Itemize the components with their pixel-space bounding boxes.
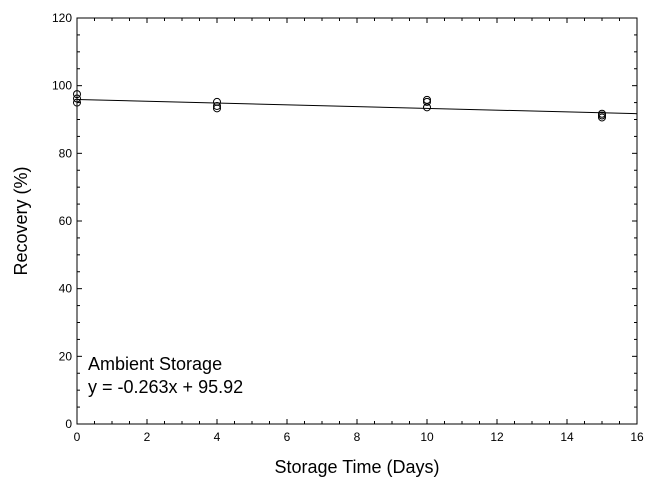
x-tick-label: 0: [74, 430, 81, 444]
data-point: [73, 98, 81, 107]
y-tick-label: 0: [65, 417, 72, 431]
x-tick-label: 14: [560, 430, 574, 444]
annotation-series-label: Ambient Storage: [88, 354, 222, 374]
x-tick-label: 8: [354, 430, 361, 444]
y-tick-label: 60: [59, 214, 73, 228]
fit-line-group: [76, 98, 638, 115]
x-tick-label: 10: [420, 430, 434, 444]
data-point: [423, 97, 431, 106]
y-tick-label: 100: [52, 79, 72, 93]
y-tick-label: 80: [59, 146, 73, 160]
data-point: [73, 94, 81, 103]
data-point: [213, 101, 221, 110]
x-tick-label: 12: [490, 430, 504, 444]
x-tick-label: 4: [214, 430, 221, 444]
regression-line: [76, 98, 638, 115]
data-point: [213, 97, 221, 106]
y-tick-label: 120: [52, 11, 72, 25]
y-tick-label: 40: [59, 282, 73, 296]
x-axis-title: Storage Time (Days): [274, 457, 439, 477]
x-tick-label: 16: [630, 430, 644, 444]
x-axis-ticks: 0 2 4 6 8 10 12 14 16: [74, 18, 644, 444]
data-point: [598, 111, 606, 120]
data-point: [73, 90, 81, 99]
y-tick-label: 20: [59, 349, 73, 363]
annotation-regression-equation: y = -0.263x + 95.92: [88, 377, 243, 397]
y-axis-title: Recovery (%): [11, 166, 31, 275]
x-tick-label: 6: [284, 430, 291, 444]
y-axis-ticks: 0 20 40 60 80 100 120: [52, 11, 637, 431]
data-points-group: [73, 90, 606, 122]
data-point: [213, 104, 221, 113]
data-point: [598, 113, 606, 122]
x-tick-label: 2: [144, 430, 151, 444]
data-point: [423, 103, 431, 112]
